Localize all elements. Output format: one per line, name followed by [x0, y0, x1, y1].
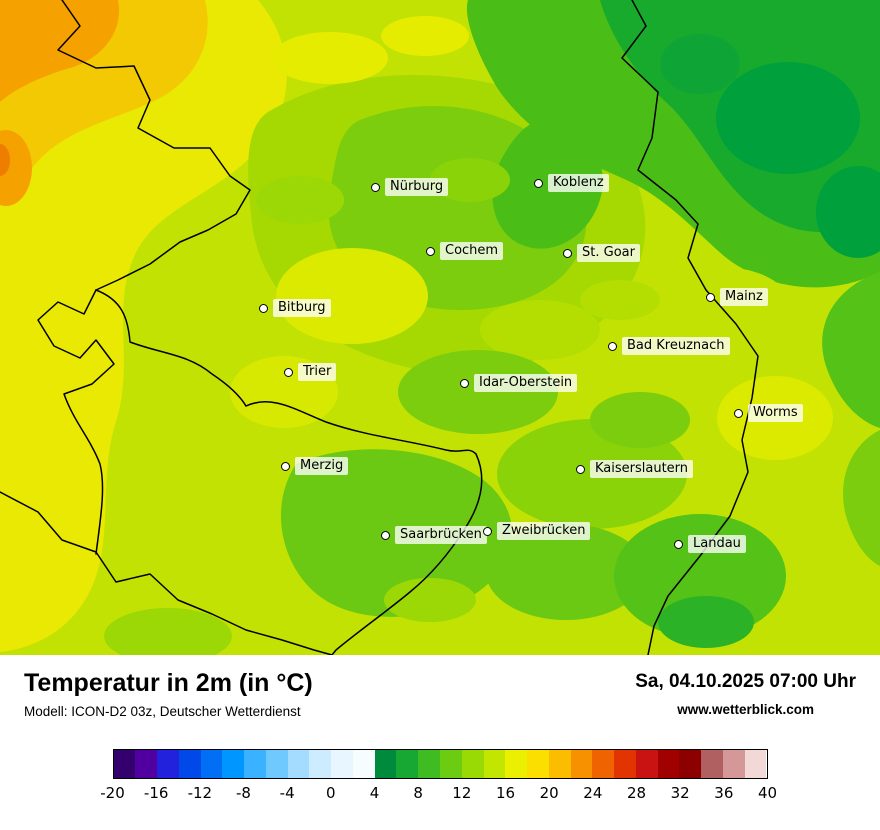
legend-color-cell	[374, 750, 397, 778]
legend-color-cell	[679, 750, 702, 778]
legend-tick-label: 16	[495, 784, 516, 802]
legend-tick-label: -16	[143, 784, 169, 802]
legend-tick-label: 32	[670, 784, 690, 802]
legend-tick-label: 12	[452, 784, 472, 802]
border-line	[331, 453, 483, 655]
legend-color-cell	[222, 750, 245, 778]
legend-color-cell	[244, 750, 266, 778]
legend-color-cell	[592, 750, 615, 778]
legend-color-cell	[744, 750, 767, 778]
state-borders	[0, 0, 759, 655]
legend-color-cell	[309, 750, 332, 778]
legend-tick-label: 40	[757, 784, 778, 802]
legend-tick-label: -20	[100, 784, 125, 802]
legend-color-cell	[548, 750, 571, 778]
legend-color-cell	[352, 750, 375, 778]
legend-color-cell	[483, 750, 506, 778]
legend-tick-label: 24	[583, 784, 603, 802]
legend-tick-label: 36	[714, 784, 734, 802]
legend: -20 -16 -12 -8 -4 0 4 8 12 16 20 24 28 32 36 40	[100, 749, 777, 804]
legend-tick-label: 0	[326, 784, 336, 802]
legend-colorbar	[112, 749, 768, 779]
legend-tick-label: -4	[279, 784, 295, 802]
legend-color-cell	[135, 750, 158, 778]
legend-color-cell	[461, 750, 484, 778]
legend-tick-label: -8	[236, 784, 251, 802]
legend-tick-label: -12	[187, 784, 213, 802]
legend-tick-label: 8	[413, 784, 423, 802]
legend-color-cell	[418, 750, 440, 778]
legend-color-cell	[331, 750, 353, 778]
temperature-map: Nürburg Koblenz Cochem St. Goar Bitburg Mainz…	[0, 0, 880, 655]
border-line	[245, 401, 477, 455]
legend-color-cell	[722, 750, 745, 778]
legend-tick-label: 4	[369, 784, 380, 802]
legend-color-cell	[157, 750, 179, 778]
datetime-label: Sa, 04.10.2025 07:00 Uhr	[635, 671, 856, 692]
border-line	[57, 0, 251, 291]
border-line	[37, 289, 115, 555]
website-label: www.wetterblick.com	[677, 702, 815, 717]
temperature-field	[0, 0, 880, 655]
legend-color-cell	[505, 750, 528, 778]
legend-color-cell	[635, 750, 658, 778]
legend-ticks: -20 -16 -12 -8 -4 0 4 8 12 16 20 24 28 32 36 40	[100, 784, 777, 804]
legend-color-cell	[178, 750, 201, 778]
info-left: Temperatur in 2m (in °C) Modell: ICON-D2…	[24, 669, 313, 719]
legend-color-cell	[570, 750, 593, 778]
legend-color-cell	[200, 750, 223, 778]
legend-color-cell	[396, 750, 419, 778]
info-right: Sa, 04.10.2025 07:00 Uhr www.wetterblick…	[635, 669, 856, 717]
legend-tick-label: 28	[626, 784, 647, 802]
legend-color-cell	[113, 750, 136, 778]
map-canvas	[0, 0, 880, 655]
legend-color-cell	[657, 750, 680, 778]
page-title: Temperatur in 2m (in °C)	[24, 669, 313, 697]
info-panel: Temperatur in 2m (in °C) Modell: ICON-D2…	[0, 655, 880, 719]
legend-color-cell	[265, 750, 288, 778]
legend-color-cell	[527, 750, 549, 778]
legend-tick-label: 20	[539, 784, 559, 802]
legend-color-cell	[287, 750, 310, 778]
border-line	[0, 491, 333, 655]
border-line	[95, 289, 247, 407]
legend-color-cell	[614, 750, 636, 778]
legend-color-cell	[701, 750, 723, 778]
model-info: Modell: ICON-D2 03z, Deutscher Wetterdie…	[24, 704, 301, 719]
legend-color-cell	[439, 750, 462, 778]
